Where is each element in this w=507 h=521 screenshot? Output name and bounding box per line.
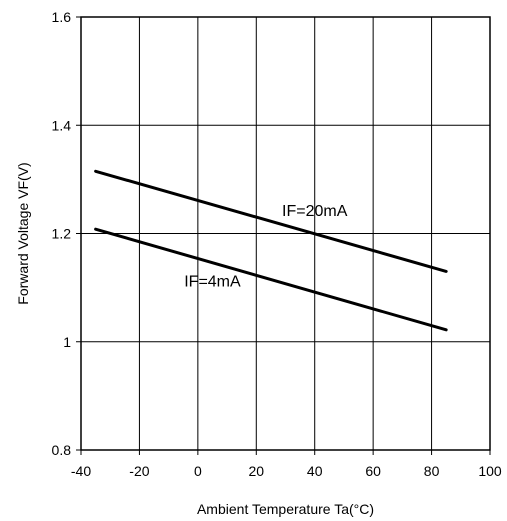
x-tick-label: 80 [424,463,440,479]
series-lines [94,169,448,332]
y-axis-ticks: 0.8 1 1.2 1.4 1.6 [52,9,81,458]
x-tick-label: -40 [71,463,91,479]
x-tick-label: 100 [478,463,502,479]
x-tick-label: 0 [194,463,202,479]
y-tick-label: 1.2 [52,226,72,242]
x-tick-label: 60 [365,463,381,479]
x-axis-label: Ambient Temperature Ta(°C) [197,501,374,517]
x-tick-label: 20 [248,463,264,479]
y-tick-label: 1 [63,334,71,350]
y-tick-label: 1.4 [52,117,72,133]
series-line [94,227,448,332]
series-label: IF=4mA [184,274,241,291]
x-tick-label: -20 [129,463,149,479]
series-labels: IF=20mA IF=4mA [184,203,347,291]
series-line [94,169,448,273]
x-axis-ticks: -40 -20 0 20 40 60 80 100 [71,450,502,479]
y-tick-label: 1.6 [52,9,72,25]
y-axis-label: Forward Voltage VF(V) [15,162,31,304]
grid [81,17,490,450]
y-tick-label: 0.8 [52,442,72,458]
x-tick-label: 40 [307,463,323,479]
series-label: IF=20mA [282,203,348,220]
